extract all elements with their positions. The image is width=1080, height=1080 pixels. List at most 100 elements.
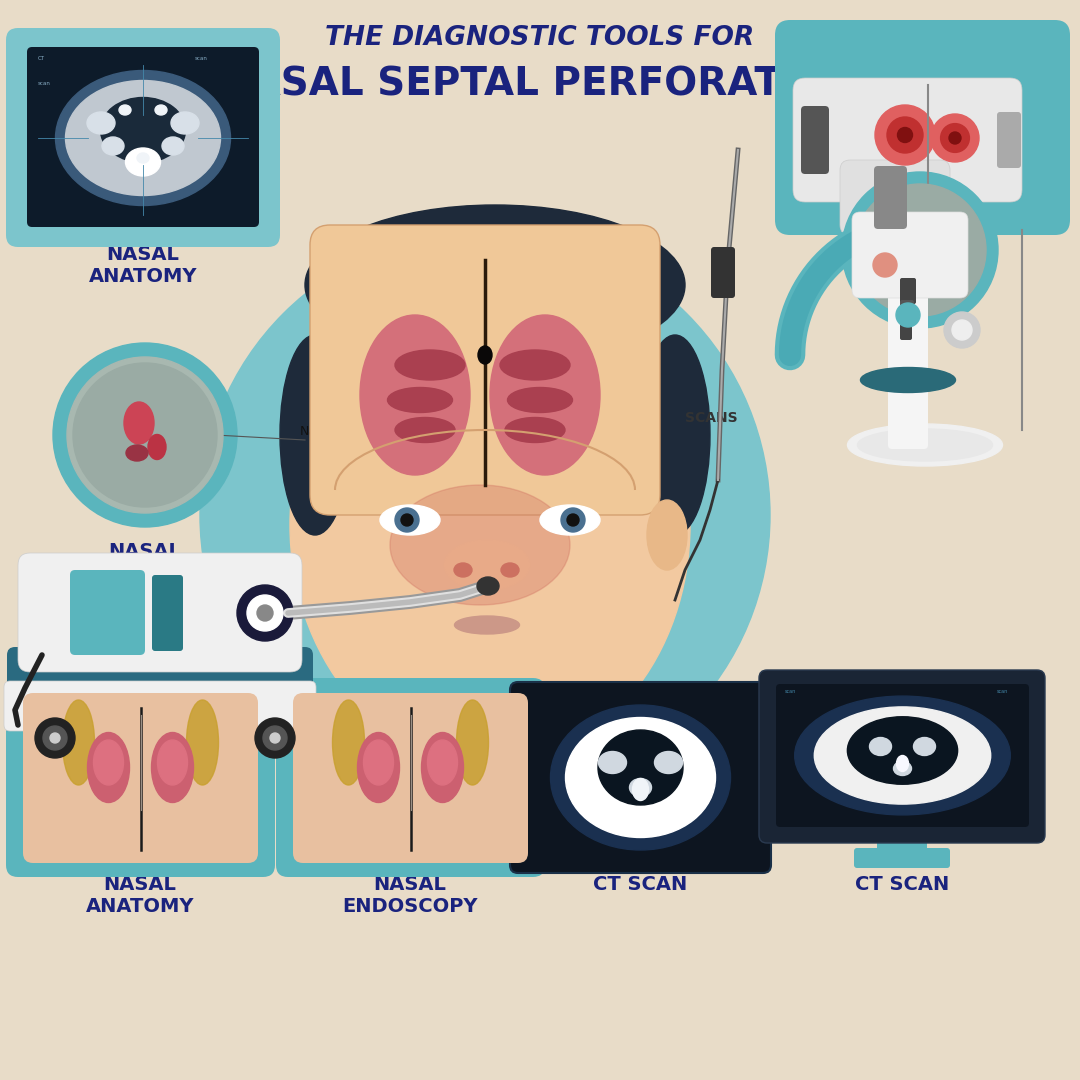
- Text: CT SCAN: CT SCAN: [855, 875, 949, 894]
- Text: scan: scan: [997, 689, 1009, 694]
- Ellipse shape: [364, 740, 393, 785]
- Circle shape: [873, 253, 897, 276]
- Circle shape: [237, 585, 293, 642]
- Ellipse shape: [63, 700, 95, 785]
- Ellipse shape: [388, 388, 453, 413]
- FancyBboxPatch shape: [997, 112, 1021, 168]
- FancyBboxPatch shape: [840, 160, 950, 235]
- Ellipse shape: [454, 563, 472, 577]
- Ellipse shape: [848, 424, 1002, 465]
- Circle shape: [67, 357, 222, 513]
- FancyBboxPatch shape: [18, 553, 302, 672]
- Text: scan: scan: [38, 81, 51, 86]
- Text: THE DIAGNOSTIC TOOLS FOR: THE DIAGNOSTIC TOOLS FOR: [325, 25, 755, 51]
- Ellipse shape: [633, 779, 648, 800]
- Ellipse shape: [421, 732, 463, 802]
- Ellipse shape: [654, 752, 683, 773]
- Circle shape: [567, 514, 579, 526]
- Circle shape: [257, 605, 273, 621]
- Ellipse shape: [100, 97, 186, 162]
- Ellipse shape: [540, 505, 600, 535]
- Text: NASAL
ENDOSCOPY: NASAL ENDOSCOPY: [854, 232, 989, 273]
- Ellipse shape: [124, 402, 154, 444]
- Circle shape: [264, 726, 287, 750]
- Ellipse shape: [598, 730, 683, 805]
- Circle shape: [401, 514, 413, 526]
- Ellipse shape: [162, 137, 184, 156]
- Circle shape: [247, 595, 283, 631]
- Text: SCANS: SCANS: [685, 411, 738, 426]
- Ellipse shape: [858, 429, 993, 461]
- Ellipse shape: [94, 740, 123, 785]
- Text: scan: scan: [195, 56, 207, 60]
- Ellipse shape: [795, 697, 1010, 815]
- FancyBboxPatch shape: [874, 166, 907, 229]
- Ellipse shape: [551, 705, 730, 850]
- Circle shape: [270, 733, 280, 743]
- Ellipse shape: [87, 112, 114, 134]
- FancyBboxPatch shape: [293, 693, 528, 863]
- FancyBboxPatch shape: [900, 300, 914, 324]
- Ellipse shape: [126, 445, 148, 461]
- Text: NASAL
ANATOMY: NASAL ANATOMY: [85, 875, 194, 916]
- FancyBboxPatch shape: [777, 684, 1029, 827]
- Ellipse shape: [630, 779, 651, 797]
- FancyBboxPatch shape: [152, 575, 183, 651]
- Ellipse shape: [869, 738, 891, 756]
- Circle shape: [842, 172, 998, 328]
- Circle shape: [73, 363, 217, 507]
- FancyBboxPatch shape: [711, 247, 735, 298]
- Circle shape: [875, 105, 935, 165]
- Text: Endoscopy: Endoscopy: [548, 285, 652, 324]
- Circle shape: [50, 733, 60, 743]
- FancyBboxPatch shape: [70, 570, 145, 654]
- Ellipse shape: [187, 700, 218, 785]
- FancyBboxPatch shape: [793, 78, 1022, 202]
- Ellipse shape: [490, 315, 600, 475]
- Ellipse shape: [566, 717, 715, 837]
- Circle shape: [887, 117, 923, 153]
- Ellipse shape: [345, 230, 625, 280]
- FancyBboxPatch shape: [4, 681, 316, 731]
- FancyBboxPatch shape: [877, 831, 927, 868]
- Circle shape: [200, 230, 770, 800]
- Ellipse shape: [505, 418, 565, 443]
- Ellipse shape: [640, 335, 710, 535]
- Ellipse shape: [148, 434, 166, 459]
- FancyBboxPatch shape: [852, 212, 968, 298]
- Ellipse shape: [55, 70, 230, 205]
- Circle shape: [43, 726, 67, 750]
- Ellipse shape: [914, 738, 935, 756]
- Ellipse shape: [291, 285, 690, 765]
- Ellipse shape: [901, 220, 929, 260]
- Ellipse shape: [921, 249, 939, 271]
- Ellipse shape: [500, 350, 570, 380]
- FancyBboxPatch shape: [6, 28, 280, 247]
- Ellipse shape: [380, 505, 440, 535]
- FancyBboxPatch shape: [888, 281, 928, 449]
- Ellipse shape: [151, 732, 193, 802]
- Ellipse shape: [893, 761, 912, 775]
- Ellipse shape: [508, 388, 572, 413]
- Circle shape: [944, 312, 980, 348]
- Ellipse shape: [848, 717, 958, 784]
- FancyBboxPatch shape: [854, 848, 950, 868]
- Text: NASAL
ENDOSCOPY: NASAL ENDOSCOPY: [342, 875, 477, 916]
- Ellipse shape: [333, 700, 365, 785]
- Circle shape: [941, 123, 970, 152]
- Ellipse shape: [455, 616, 519, 634]
- Ellipse shape: [395, 350, 465, 380]
- Ellipse shape: [390, 485, 570, 605]
- FancyBboxPatch shape: [276, 678, 545, 877]
- Circle shape: [255, 718, 295, 758]
- Circle shape: [53, 343, 237, 527]
- Circle shape: [561, 508, 585, 532]
- FancyBboxPatch shape: [801, 106, 829, 174]
- Ellipse shape: [457, 700, 488, 785]
- Ellipse shape: [814, 707, 990, 805]
- Ellipse shape: [158, 740, 188, 785]
- Circle shape: [896, 303, 920, 327]
- Ellipse shape: [280, 335, 350, 535]
- FancyBboxPatch shape: [310, 225, 660, 515]
- Circle shape: [854, 184, 986, 316]
